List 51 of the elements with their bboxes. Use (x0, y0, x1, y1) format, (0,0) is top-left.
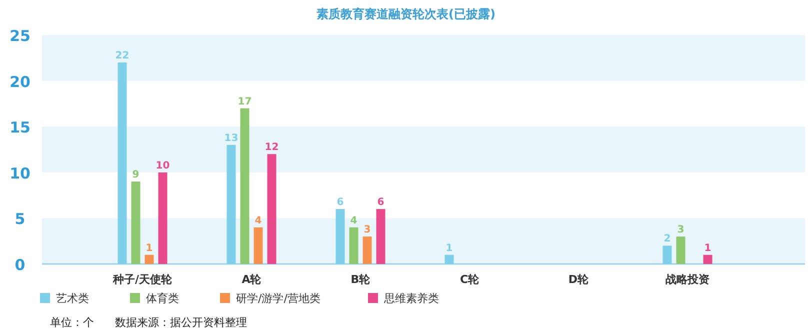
data-label: 12 (264, 142, 279, 154)
legend-label: 研学/游学/营地类 (236, 292, 320, 305)
x-tick-label: 种子/天使轮 (112, 273, 173, 286)
bar (703, 254, 712, 264)
y-tick-label: 20 (10, 72, 30, 91)
bar (444, 254, 454, 264)
y-tick-label: 0 (14, 256, 26, 274)
data-label: 4 (254, 215, 262, 226)
y-tick-label: 10 (10, 164, 30, 182)
data-label: 1 (146, 242, 153, 254)
x-tick-label: 战略投资 (666, 273, 710, 286)
text: 单位：个 (50, 316, 94, 329)
bar (676, 236, 686, 264)
data-label: 17 (238, 96, 252, 108)
legend-label: 艺术类 (56, 292, 89, 305)
bar (254, 227, 263, 264)
bar (131, 182, 140, 264)
chart-title: 素质教育赛道融资轮次表(已披露) (316, 7, 496, 21)
bar (240, 108, 250, 264)
data-label: 6 (377, 197, 384, 208)
bar (376, 209, 386, 264)
data-label: 13 (224, 132, 238, 144)
y-tick-label: 25 (10, 27, 30, 45)
x-tick-label: C轮 (460, 273, 480, 286)
x-tick-label: B轮 (350, 273, 372, 286)
bar (158, 172, 168, 264)
bar (362, 236, 372, 264)
bar (662, 246, 672, 264)
data-label: 3 (364, 224, 371, 236)
legend-label: 思维素养类 (383, 292, 439, 305)
source-note: 数据来源：据公开资料整理 (115, 316, 247, 329)
bar (267, 154, 276, 264)
bar (349, 227, 358, 264)
x-tick-label: A轮 (242, 273, 262, 286)
data-label: 1 (446, 242, 453, 254)
data-label: 10 (156, 160, 170, 172)
data-label: 9 (132, 170, 140, 181)
legend-label: 体育类 (146, 292, 179, 305)
x-tick-label: D轮 (568, 273, 590, 286)
data-label: 3 (677, 224, 684, 236)
data-label: 2 (664, 234, 671, 245)
data-label: 22 (115, 50, 130, 62)
y-tick-label: 5 (14, 210, 26, 228)
bar (336, 209, 345, 264)
bar (144, 254, 154, 264)
bar (226, 144, 236, 264)
data-label: 1 (704, 242, 712, 254)
y-tick-label: 15 (10, 118, 30, 137)
bar (118, 62, 127, 264)
data-label: 6 (336, 197, 344, 208)
data-label: 4 (350, 215, 358, 226)
